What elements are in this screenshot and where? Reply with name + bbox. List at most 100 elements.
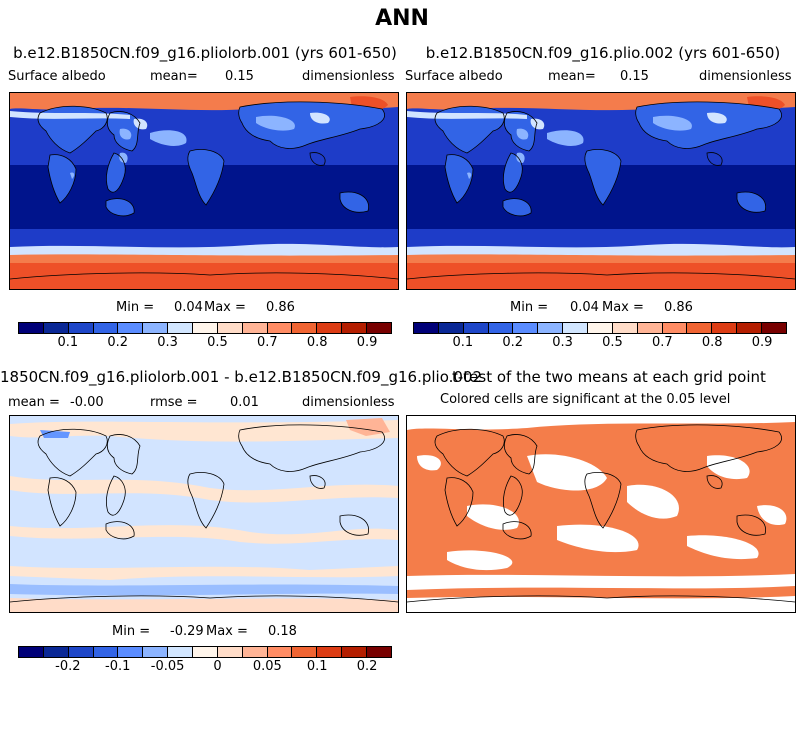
panel1-var-label: Surface albedo: [8, 69, 106, 84]
panel3-max-value: 0.18: [268, 624, 297, 639]
panel2-colorbar-swatch: [414, 323, 439, 333]
panel2-colorbar-tick-label: 0.3: [552, 335, 573, 350]
panel1-colorbar: [18, 322, 392, 334]
panel2-colorbar-swatch: [687, 323, 713, 333]
panel3-map-svg: [10, 416, 398, 612]
panel1-colorbar-tick-label: 0.5: [207, 335, 228, 350]
panel3-min-value: -0.29: [170, 624, 204, 639]
panel1-title: b.e12.B1850CN.f09_g16.pliolorb.001 (yrs …: [13, 44, 397, 62]
panel3-colorbar-tick-label: 0: [213, 659, 222, 674]
panel2-colorbar-tick-label: 0.9: [751, 335, 773, 350]
panel1-colorbar-tick-label: 0.3: [157, 335, 178, 350]
panel3-colorbar-swatch: [168, 647, 194, 657]
panel2-colorbar-ticks: 0.1 0.2 0.3 0.5 0.7 0.8 0.9: [413, 335, 787, 351]
panel3-colorbar-swatch: [292, 647, 318, 657]
panel3-colorbar-tick-label: -0.05: [150, 659, 185, 674]
panel2-max-value: 0.86: [664, 300, 693, 315]
panel2-colorbar-swatch: [538, 323, 564, 333]
panel1-colorbar-swatch: [242, 323, 268, 333]
panel1-colorbar-swatch: [19, 323, 44, 333]
panel4-subtitle: Colored cells are significant at the 0.0…: [440, 392, 731, 407]
panel1-colorbar-swatch: [68, 323, 94, 333]
panel2-colorbar-swatch: [513, 323, 539, 333]
panel2-colorbar-tick-label: 0.7: [651, 335, 673, 350]
panel1-colorbar-tick-label: 0.2: [107, 335, 129, 350]
panel4-title: t-test of the two means at each grid poi…: [452, 368, 766, 386]
panel1-colorbar-tick-label: 0.1: [57, 335, 79, 350]
panel2-title: b.e12.B1850CN.f09_g16.plio.002 (yrs 601-…: [425, 44, 781, 62]
panel2-colorbar-tick-label: 0.2: [502, 335, 524, 350]
panel1-colorbar-ticks: 0.1 0.2 0.3 0.5 0.7 0.8 0.9: [18, 335, 392, 351]
panel2-colorbar-swatch: [588, 323, 613, 333]
panel3-colorbar-tick-label: -0.1: [105, 659, 131, 674]
panel2-colorbar-swatch: [612, 323, 638, 333]
panel1-map: [9, 92, 399, 290]
panel2-max-label: Max =: [602, 300, 644, 315]
panel3-colorbar-swatch: [19, 647, 44, 657]
panel1-colorbar-swatch: [292, 323, 318, 333]
panel3-colorbar-swatch: [43, 647, 69, 657]
panel2-units: dimensionless: [699, 69, 792, 84]
panel3-colorbar-swatch: [317, 647, 343, 657]
panel4-map: [406, 415, 796, 613]
panel2-colorbar-tick-label: 0.5: [602, 335, 623, 350]
panel2-colorbar-swatch: [463, 323, 489, 333]
panel1-map-svg: [10, 93, 398, 289]
panel3-colorbar-swatch: [93, 647, 119, 657]
panel3-colorbar-swatch: [217, 647, 243, 657]
panel4-map-svg: [407, 416, 795, 612]
panel3-mean-value: -0.00: [70, 395, 104, 410]
panel3-colorbar: [18, 646, 392, 658]
panel1-colorbar-tick-label: 0.8: [306, 335, 328, 350]
panel1-mean-label: mean=: [150, 69, 198, 84]
panel2-min-label: Min =: [510, 300, 549, 315]
panel2-colorbar-tick-label: 0.8: [701, 335, 723, 350]
panel3-colorbar-ticks: -0.2 -0.1 -0.05 0 0.05 0.1 0.2: [18, 659, 392, 675]
panel1-colorbar-swatch: [93, 323, 119, 333]
panel1-max-value: 0.86: [266, 300, 295, 315]
panel1-colorbar-swatch: [143, 323, 169, 333]
panel1-colorbar-tick-label: 0.9: [356, 335, 378, 350]
panel3-colorbar-tick-label: 0.2: [356, 659, 378, 674]
panel2-colorbar-swatch: [438, 323, 464, 333]
panel1-max-label: Max =: [204, 300, 246, 315]
panel4-nonsignificant-areas: [407, 416, 795, 612]
panel3-max-label: Max =: [206, 624, 248, 639]
panel3-colorbar-swatch: [118, 647, 144, 657]
panel2-map: [406, 92, 796, 290]
figure-title: ANN: [375, 6, 429, 31]
panel2-colorbar-swatch: [712, 323, 738, 333]
panel1-colorbar-tick-label: 0.7: [256, 335, 278, 350]
panel3-colorbar-tick-label: 0.1: [306, 659, 328, 674]
panel3-colorbar-swatch: [242, 647, 268, 657]
panel1-units: dimensionless: [302, 69, 395, 84]
panel2-colorbar-swatch: [488, 323, 514, 333]
panel1-min-label: Min =: [116, 300, 155, 315]
panel1-colorbar-swatch: [342, 323, 368, 333]
panel3-colorbar-swatch: [193, 647, 218, 657]
panel2-colorbar-swatch: [637, 323, 663, 333]
panel2-mean-label: mean=: [548, 69, 596, 84]
panel3-map: [9, 415, 399, 613]
panel1-colorbar-swatch: [193, 323, 218, 333]
panel2-colorbar-tick-label: 0.1: [452, 335, 474, 350]
panel3-mean-label: mean =: [8, 395, 60, 410]
panel3-units: dimensionless: [302, 395, 395, 410]
panel1-colorbar-swatch: [43, 323, 69, 333]
panel1-colorbar-swatch: [367, 323, 391, 333]
panel2-var-label: Surface albedo: [405, 69, 503, 84]
panel3-colorbar-swatch: [68, 647, 94, 657]
panel3-colorbar-tick-label: -0.2: [55, 659, 81, 674]
panel2-mean-value: 0.15: [620, 69, 649, 84]
panel3-title: 1850CN.f09_g16.pliolorb.001 - b.e12.B185…: [0, 368, 483, 386]
panel1-colorbar-swatch: [317, 323, 343, 333]
panel2-map-svg: [407, 93, 795, 289]
panel2-colorbar-swatch: [762, 323, 786, 333]
panel1-colorbar-swatch: [168, 323, 194, 333]
panel1-colorbar-swatch: [118, 323, 144, 333]
panel3-colorbar-swatch: [342, 647, 368, 657]
panel2-colorbar-swatch: [563, 323, 589, 333]
panel3-rmse-label: rmse =: [150, 395, 198, 410]
panel1-mean-value: 0.15: [225, 69, 254, 84]
panel1-min-value: 0.04: [174, 300, 203, 315]
